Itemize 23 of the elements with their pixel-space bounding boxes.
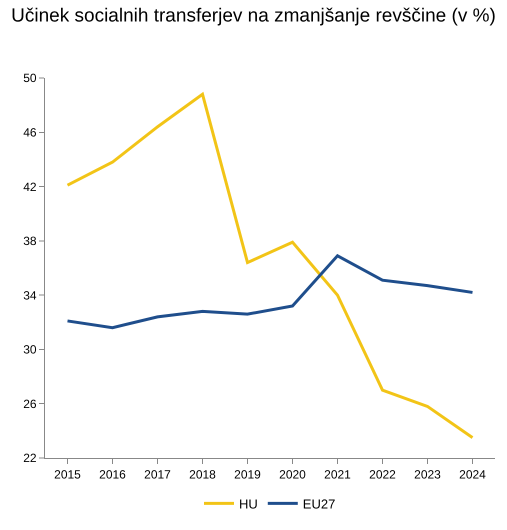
x-tick-label: 2017 xyxy=(144,467,172,482)
x-tick-label: 2015 xyxy=(54,467,82,482)
x-tick-label: 2021 xyxy=(324,467,352,482)
legend-label: EU27 xyxy=(302,496,336,512)
x-tick-label: 2022 xyxy=(369,467,396,482)
y-tick-label: 38 xyxy=(23,234,37,248)
y-tick-label: 50 xyxy=(23,71,37,86)
legend-label: HU xyxy=(239,496,258,512)
x-tick-label: 2019 xyxy=(234,467,262,482)
x-tick-label: 2024 xyxy=(459,467,486,482)
line-series xyxy=(66,92,474,440)
x-tick-label: 2023 xyxy=(414,467,442,482)
y-tick-label: 26 xyxy=(23,396,37,411)
x-tick-label: 2020 xyxy=(279,467,306,482)
y-tick-label: 34 xyxy=(23,288,37,302)
chart-title: Učinek socialnih transferjev na zmanjšanje revščine (v %) xyxy=(11,5,496,26)
x-tick-label: 2018 xyxy=(189,467,216,482)
y-tick-label: 42 xyxy=(23,180,37,194)
line-series xyxy=(66,254,474,330)
y-tick-label: 46 xyxy=(23,125,37,140)
y-tick-label: 22 xyxy=(23,451,37,466)
y-tick-label: 30 xyxy=(23,342,37,357)
x-tick-label: 2016 xyxy=(99,467,126,482)
